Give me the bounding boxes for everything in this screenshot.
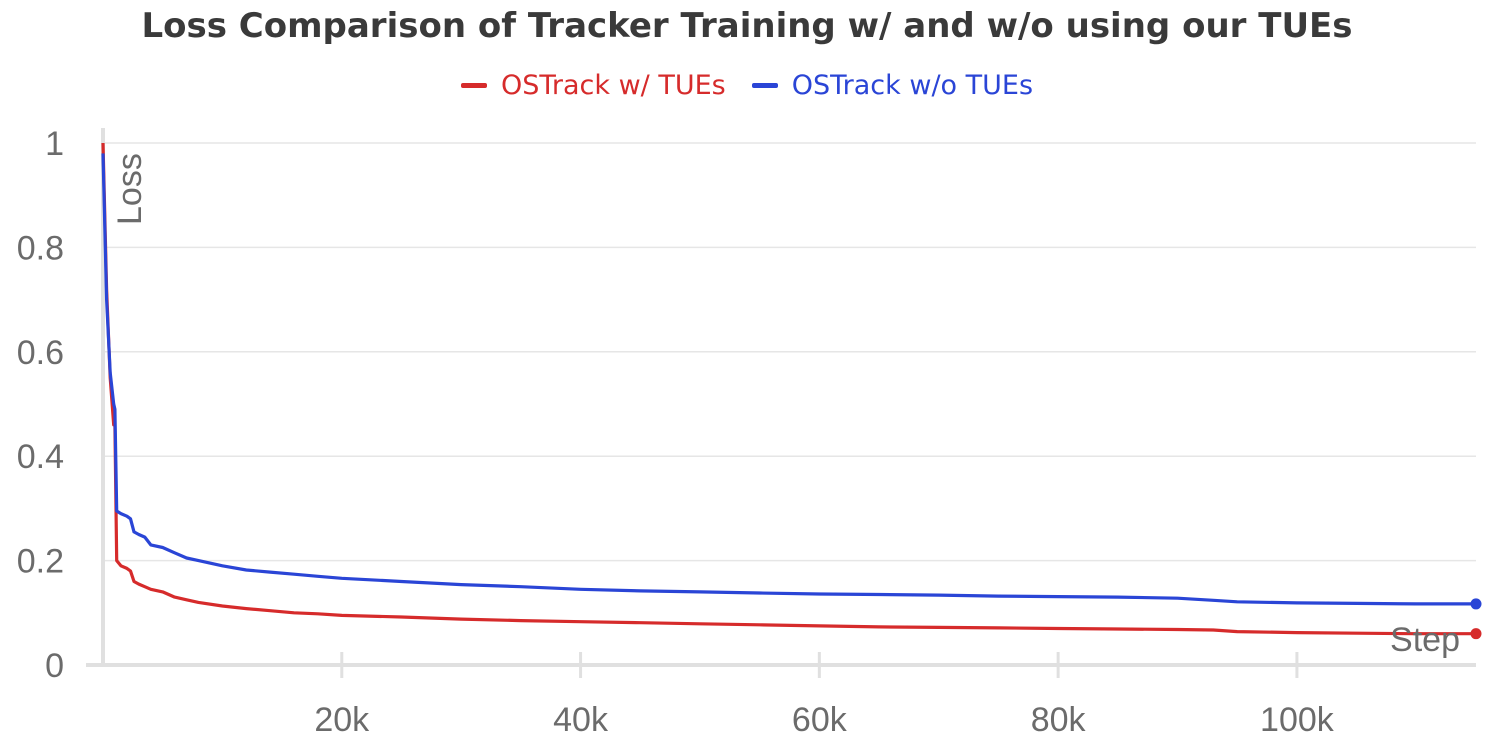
x-tick-label: 80k [1031,701,1087,739]
series-end-marker-1 [1470,628,1482,640]
x-axis-title: Step [1390,621,1460,659]
tick-labels: 0 0.2 0.4 0.6 0.8 1 20k 40k 60k 80k 100k [17,125,1335,739]
legend-item-series-2[interactable]: OSTrack w/o TUEs [751,70,1034,101]
y-tick-label: 1 [45,125,64,163]
y-tick-label: 0.6 [17,334,64,372]
x-tick-label: 100k [1260,701,1335,739]
chart-title: Loss Comparison of Tracker Training w/ a… [141,6,1353,46]
y-tick-label: 0.2 [17,543,64,581]
x-tick-label: 20k [314,701,370,739]
x-tick-label: 60k [792,701,848,739]
y-axis-title: Loss [111,153,149,225]
series-end-marker-2 [1470,598,1482,610]
legend-swatch-series-2 [751,83,778,88]
axes [86,128,1476,678]
legend-label-series-2: OSTrack w/o TUEs [791,70,1034,101]
legend-swatch-series-1 [460,83,487,88]
y-tick-label: 0 [45,647,64,685]
y-tick-label: 0.8 [17,229,64,267]
legend-label-series-1: OSTrack w/ TUEs [500,70,726,101]
legend-item-series-1[interactable]: OSTrack w/ TUEs [460,70,726,101]
series-lines [101,142,1482,640]
y-tick-label: 0.4 [17,438,64,476]
series-line-2 [101,153,1476,606]
legend: OSTrack w/ TUEs OSTrack w/o TUEs [0,70,1494,101]
x-tick-label: 40k [553,701,609,739]
grid-lines [103,142,1476,562]
series-line-1 [101,142,1476,636]
